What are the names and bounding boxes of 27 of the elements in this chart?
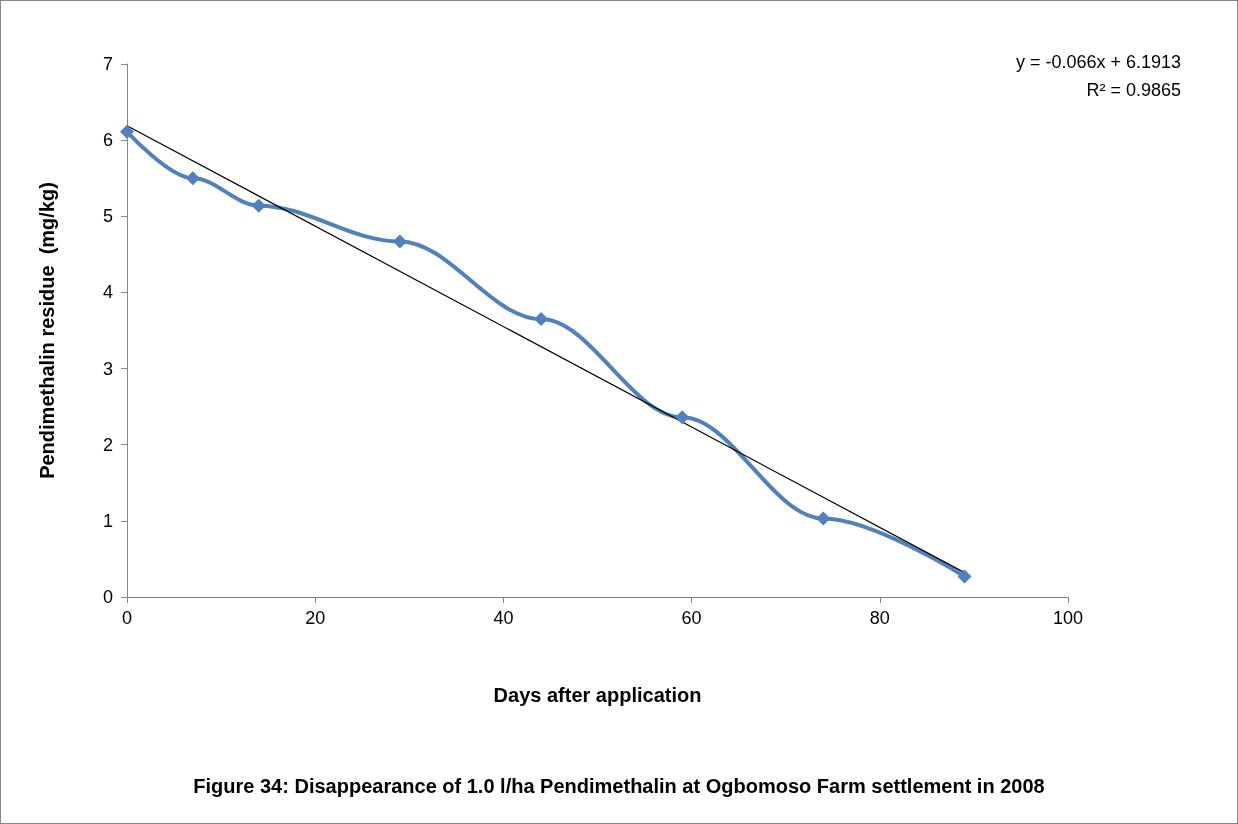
point — [675, 410, 690, 425]
y-tick-label: 5 — [102, 206, 113, 227]
y-tick-label: 1 — [102, 510, 113, 531]
text: R² = 0.9865 — [1086, 80, 1181, 100]
y-tick-label: 3 — [102, 358, 113, 379]
x-tick-label: 40 — [493, 608, 514, 628]
point — [957, 569, 972, 584]
y-tick-label: 2 — [102, 434, 113, 455]
point — [534, 312, 549, 327]
x-tick-label: 100 — [1052, 608, 1084, 628]
x-tick-label: 60 — [681, 608, 702, 628]
x-tick-label: 20 — [305, 608, 326, 628]
x-tick-label: 80 — [869, 608, 890, 628]
y-tick-label: 6 — [102, 130, 113, 151]
x-axis-title: Days after application — [493, 684, 702, 706]
point — [251, 198, 266, 213]
y-tick-label: 4 — [102, 282, 113, 303]
annotation: y = -0.066x + 6.1913 — [1015, 52, 1181, 72]
text: Figure 34: Disappearance of 1.0 l/ha Pendimethalin at Ogbomoso Farm settlement in 2008 — [193, 775, 1045, 797]
point — [816, 511, 831, 526]
point — [392, 234, 407, 249]
point — [120, 124, 134, 139]
point — [185, 171, 200, 186]
x-tick-label: 0 — [121, 608, 133, 628]
y-tick-label: 7 — [102, 54, 113, 74]
y-axis-title: Pendimethalin residue (mg/kg) — [36, 182, 58, 479]
y-tick-label: 0 — [102, 587, 113, 607]
